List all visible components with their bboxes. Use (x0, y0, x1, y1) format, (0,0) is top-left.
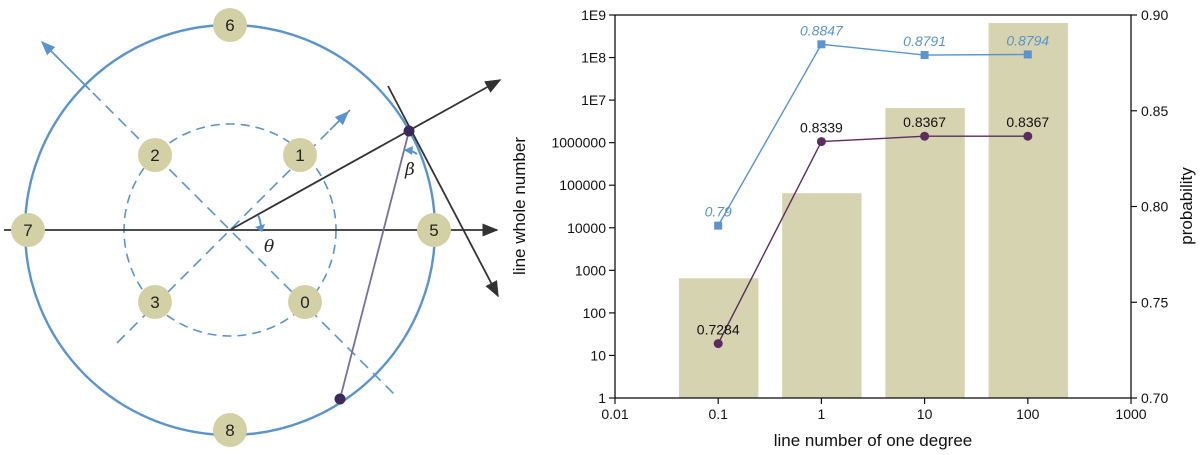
series-1-point-3 (1023, 131, 1033, 141)
dashed-arrow-up-right (329, 110, 350, 131)
y-left-tick-label-0: 1 (598, 390, 606, 406)
x-axis-title: line number of one degree (774, 431, 972, 450)
theta-arc-head (255, 224, 265, 232)
series-1-label-3: 0.8367 (1006, 114, 1049, 130)
node-6: 6 (213, 8, 247, 42)
svg-text:7: 7 (23, 221, 32, 240)
series-0-point-2 (920, 51, 929, 60)
y-left-tick-label-1: 10 (590, 347, 606, 363)
x-tick-label-3: 10 (917, 406, 933, 422)
ray-arrow (229, 79, 502, 231)
chart: 0.79 0.8847 0.8791 0.8794 0.7284 0.8339 0.8367… (510, 7, 1196, 450)
theta-symbol: θ (264, 237, 274, 257)
series-0-label-2: 0.8791 (903, 33, 946, 49)
x-tick-label-2: 1 (818, 406, 826, 422)
y-left-tick-label-6: 1000000 (551, 135, 606, 151)
y-left-tick-label-4: 10000 (567, 220, 606, 236)
bar-2 (885, 108, 965, 398)
series-1-label-1: 0.8339 (800, 120, 843, 136)
node-1: 1 (283, 138, 317, 172)
y-right-tick-label-3: 0.85 (1141, 103, 1168, 119)
series-1-point-0 (713, 339, 723, 349)
series-1-label-0: 0.7284 (697, 322, 740, 338)
x-tick-label-1: 0.1 (708, 406, 728, 422)
series-0-point-0 (714, 221, 723, 230)
node-8: 8 (213, 413, 247, 447)
y-right-tick-label-4: 0.90 (1141, 7, 1168, 23)
y-right-tick-label-1: 0.75 (1141, 294, 1168, 310)
chord-line (339, 130, 410, 400)
node-3: 3 (138, 285, 172, 319)
series-0-point-1 (817, 40, 826, 49)
y-right-tick-label-0: 0.70 (1141, 390, 1168, 406)
svg-text:2: 2 (150, 146, 159, 165)
series-1-point-2 (920, 131, 930, 141)
y-left-tick-label-9: 1E9 (581, 7, 606, 23)
series-0-label-1: 0.8847 (800, 22, 844, 38)
series-0-label-3: 0.8794 (1006, 32, 1049, 48)
y-left-tick-label-3: 1000 (575, 262, 606, 278)
series-1-line (717, 135, 1028, 344)
svg-text:1: 1 (295, 146, 304, 165)
beta-symbol: β (404, 160, 415, 180)
y-left-tick-label-8: 1E8 (581, 50, 606, 66)
series-1-label-2: 0.8367 (903, 114, 946, 130)
bar-0 (678, 278, 759, 398)
lines-layer: 0.79 0.8847 0.8791 0.8794 0.7284 0.8339 0.8367… (697, 22, 1049, 349)
svg-text:5: 5 (429, 221, 438, 240)
y-right-axis-title: probability (1177, 167, 1196, 245)
hit-point-top (403, 125, 415, 137)
beta-arc-head (404, 146, 413, 155)
node-5: 5 (417, 213, 451, 247)
node-2: 2 (138, 138, 172, 172)
y-left-axis-title: line whole number (510, 137, 529, 275)
y-left-tick-label-5: 100000 (559, 177, 606, 193)
x-tick-label-0: 0.01 (601, 406, 628, 422)
svg-text:6: 6 (225, 16, 234, 35)
axes-layer: 0.01 0.1 1 10 100 1000 1 10 100 1000 10000 100000 10… (551, 7, 1168, 422)
dashed-diagonal-down (41, 41, 399, 399)
dashed-arrow-up-left (40, 40, 91, 91)
tangent-arrow (387, 85, 499, 298)
detector-diagram: θ β 6 2 1 7 5 3 0 (4, 8, 502, 447)
y-left-tick-label-2: 100 (583, 305, 607, 321)
x-tick-label-4: 100 (1016, 406, 1040, 422)
svg-text:3: 3 (150, 293, 159, 312)
bar-1 (782, 193, 862, 398)
y-left-tick-label-7: 1E7 (581, 92, 606, 108)
series-1-point-1 (816, 137, 826, 147)
svg-text:0: 0 (300, 293, 309, 312)
x-tick-label-5: 1000 (1115, 406, 1146, 422)
series-0-label-0: 0.79 (705, 204, 732, 220)
node-7: 7 (11, 213, 45, 247)
bars-layer (678, 22, 1068, 398)
y-right-tick-label-2: 0.80 (1141, 199, 1168, 215)
svg-text:8: 8 (225, 421, 234, 440)
bar-3 (988, 22, 1068, 398)
node-0: 0 (288, 285, 322, 319)
hit-point-bottom (334, 393, 346, 405)
series-0-line (717, 43, 1028, 226)
series-0-point-3 (1023, 50, 1032, 59)
